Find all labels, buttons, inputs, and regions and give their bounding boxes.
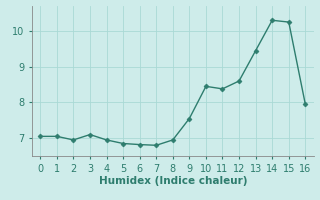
X-axis label: Humidex (Indice chaleur): Humidex (Indice chaleur) bbox=[99, 176, 247, 186]
